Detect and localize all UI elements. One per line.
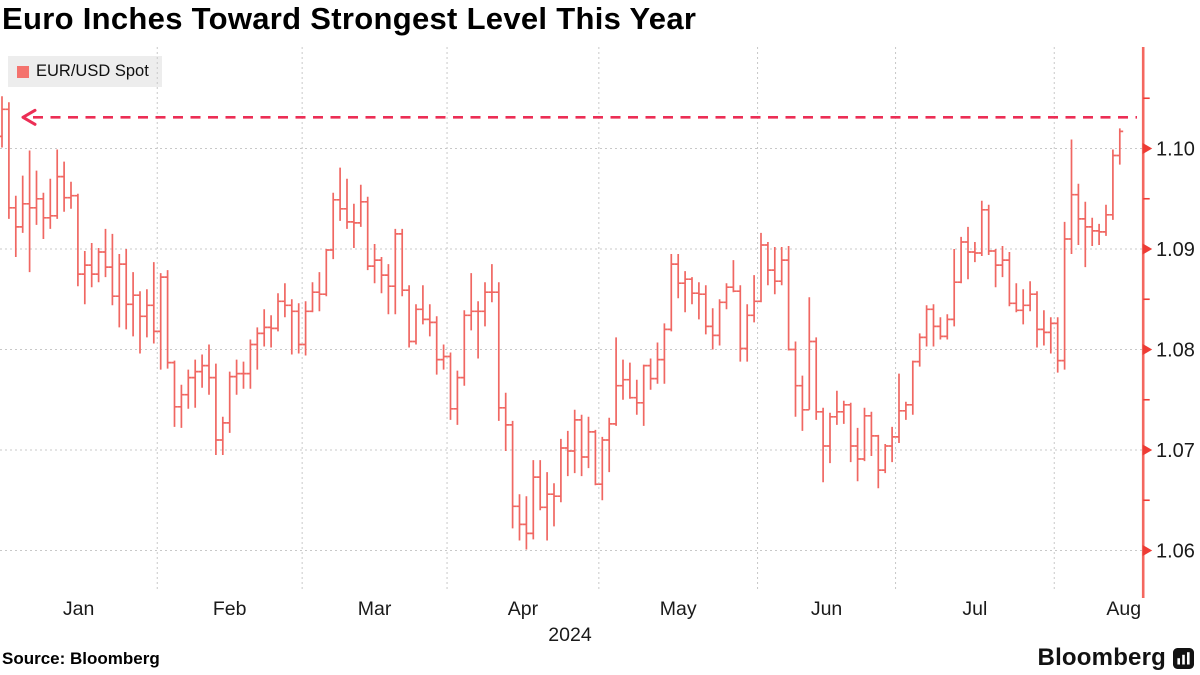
x-axis-label: Mar <box>358 598 392 620</box>
bloomberg-wordmark: Bloomberg <box>1037 644 1166 671</box>
x-axis-label: Jan <box>63 598 94 620</box>
bloomberg-chart-icon <box>1173 647 1194 669</box>
x-axis-label: Jun <box>811 598 842 620</box>
x-axis-labels: Jan Feb Mar Apr May Jun Jul Aug 2024 <box>63 598 1141 646</box>
x-axis-label: Apr <box>508 598 539 620</box>
legend-label: EUR/USD Spot <box>36 62 149 80</box>
y-axis-label: 1.07 <box>1156 440 1195 462</box>
x-axis-label: May <box>660 598 697 620</box>
left-arrow-icon <box>21 108 37 126</box>
y-axis <box>1141 47 1153 598</box>
month-gridlines <box>156 47 1055 591</box>
x-axis-label: Feb <box>213 598 247 620</box>
x-axis-label: Jul <box>962 598 987 620</box>
y-axis-label: 1.06 <box>1156 541 1195 563</box>
chart-title: Euro Inches Toward Strongest Level This … <box>2 1 697 36</box>
legend-swatch-icon <box>17 65 29 78</box>
legend: EUR/USD Spot <box>8 56 162 87</box>
source-attribution: Source: Bloomberg <box>2 649 160 668</box>
y-axis-label: 1.08 <box>1156 340 1195 362</box>
y-axis-label: 1.10 <box>1156 139 1195 161</box>
x-axis-year-label: 2024 <box>548 624 592 646</box>
y-axis-label: 1.09 <box>1156 239 1195 261</box>
price-gridlines <box>0 148 1144 551</box>
bloomberg-logo: Bloomberg <box>1038 644 1194 672</box>
ohlc-bars <box>0 96 1124 550</box>
x-axis-label: Aug <box>1106 598 1141 620</box>
year-high-annotation <box>21 108 1137 126</box>
y-axis-labels: 1.06 1.07 1.08 1.09 1.10 <box>1156 139 1195 563</box>
